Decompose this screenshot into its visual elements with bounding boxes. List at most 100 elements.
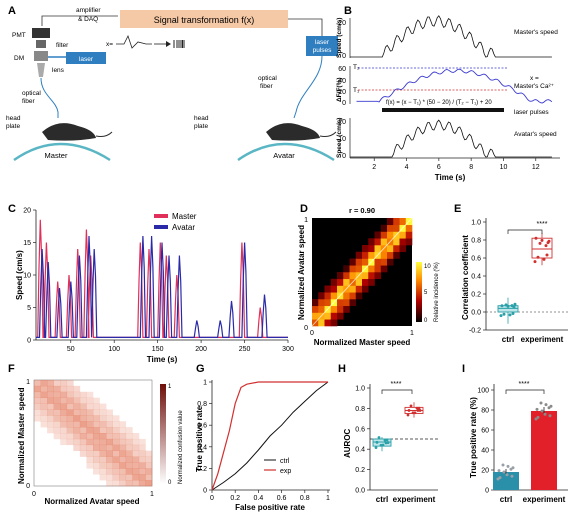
g-y-ticks: 0 0.2 0.4 0.6 0.8 1 [197,380,212,495]
i-cat-ctrl: ctrl [500,495,512,504]
f-heatmap-cell [66,433,74,440]
panel-e: E 1.0 0.8 0.6 0.4 0.2 0.0 -0.2 Correlation coe… [454,203,568,344]
f-heatmap-cell [112,456,120,463]
f-heatmap-cell [40,409,48,416]
f-heatmap-cell [79,397,87,404]
d-heatmap-cell [312,305,319,313]
b-top-tick: 0 [342,53,346,60]
calcium-trace-icon [116,34,152,49]
d-heatmap-cell [343,272,350,280]
b-x-tick-label: 12 [532,164,540,171]
f-heatmap-cell [53,403,61,410]
d-heatmap-cell [318,292,325,300]
i-data-point [544,403,548,407]
f-heatmap-cell [106,409,113,416]
c-x-tick-label: 150 [152,346,164,353]
e-ylabel: Correlation coefficient [461,235,470,320]
f-heatmap-cell [53,415,61,422]
h-data-point [377,436,381,439]
f-heatmap-cell [66,391,74,398]
f-heatmap-cell [138,480,146,487]
f-heatmap-cell [106,444,113,451]
panel-c: C 0 5 10 15 20 50 100 150 200 250 300 Speed (cm/s… [8,203,294,364]
f-heatmap-cell [47,415,54,422]
e-cat-experiment: experiment [521,335,564,344]
c-x-tick-label: 300 [282,346,294,353]
f-heatmap-cell [138,474,146,481]
f-heatmap [34,380,153,487]
f-heatmap-cell [73,403,81,410]
optical-fiber-right-label-1: optical [258,75,277,82]
d-heatmap-cell [349,272,357,280]
f-heatmap-cell [132,480,140,487]
f-heatmap-cell [112,468,120,475]
e-data-point [500,304,504,308]
f-heatmap-cell [132,474,140,481]
f-heatmap-cell [93,438,100,446]
f-heatmap-cell [93,397,100,404]
pmt-icon [32,28,50,38]
f-heatmap-cell [79,427,87,434]
e-y-tick-label: 1.0 [471,220,481,227]
g-x-tick-label: 0 [210,495,214,502]
d-heatmap-cell [399,218,407,226]
signal-transformation-label: Signal transformation f(x) [154,15,255,25]
i-y-tick-label: 80 [481,408,489,415]
f-heatmap-cell [73,427,81,434]
i-y-tick-label: 40 [481,448,489,455]
d-ylabel: Normalized Avatar speed [297,225,306,320]
f-heatmap-cell [66,409,74,416]
d-heatmap-cell [374,265,382,273]
h-y-tick-label: 0.0 [355,488,365,495]
f-heatmap-cell [66,380,74,387]
f-heatmap-cell [99,409,107,416]
panel-a-letter: A [8,5,16,17]
i-y-tick-label: 100 [477,388,489,395]
signal-transformation-box [120,10,288,28]
d-heatmap-cell [330,319,338,327]
d-heatmap-cell [330,278,338,286]
b-x-tick-label: 6 [437,164,441,171]
f-heatmap-cell [34,415,41,422]
d-heatmap-cell [362,245,369,253]
b-mid-tick: 60 [338,66,346,73]
f-heatmap-cell [112,433,120,440]
f-heatmap-cell [40,415,48,422]
h-significance: **** [391,381,402,388]
i-data-point [534,417,538,421]
f-heatmap-cell [106,450,113,457]
t2-label: T₂ [353,64,360,71]
f-heatmap-cell [86,391,94,398]
d-heatmap-cell [380,238,388,246]
h-data-point [413,411,417,415]
f-heatmap-cell [125,480,133,487]
f-heatmap-cell [40,403,48,410]
g-legend-exp: exp [280,468,291,475]
d-heatmap-cell [387,224,394,232]
filter-icon [36,40,46,48]
f-heatmap-cell [145,462,153,469]
f-heatmap-cell [138,450,146,457]
c-y-tick-label: 20 [23,208,31,215]
d-heatmap-cell [355,285,363,293]
h-y-ticks: 1.0 0.8 0.6 0.4 0.2 0.0 [355,386,370,495]
c-legend-master: Master [172,212,197,221]
d-heatmap-cell [374,231,382,239]
f-heatmap-cell [60,403,68,410]
d-heatmap-cell [312,299,319,307]
f-ylabel: Normalized Master speed [17,387,26,484]
laser-box [66,52,106,64]
d-heatmap-cell [368,245,375,253]
e-data-point [536,255,540,259]
h-data-point [417,406,421,410]
i-data-point [497,469,501,473]
f-heatmap-cell [86,403,94,410]
d-cbar-tick: 5 [424,290,428,296]
pulse-train-icon [173,40,185,48]
d-heatmap-cell [337,305,344,313]
h-data-point [407,409,411,412]
d-heatmap-cell [387,231,394,239]
f-heatmap-cell [112,438,120,446]
i-data-point [547,406,551,410]
f-heatmap-cell [125,462,133,469]
